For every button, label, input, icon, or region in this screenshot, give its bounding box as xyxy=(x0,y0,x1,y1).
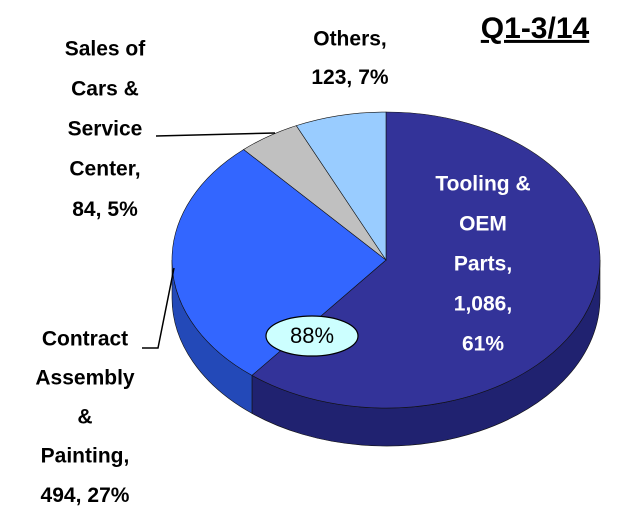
category-label: Assembly xyxy=(35,367,135,390)
chart-title: Q1-3/14 xyxy=(481,12,590,45)
category-label: Cars & xyxy=(71,78,139,101)
percent-label: 61% xyxy=(462,333,504,356)
value-label: 123, xyxy=(311,66,352,89)
value-label: 84, xyxy=(72,198,101,221)
category-label: Sales of xyxy=(65,38,147,61)
category-label: Others, xyxy=(313,28,387,51)
leader-line xyxy=(155,132,276,137)
annotation: 88% xyxy=(290,323,334,348)
percent-label: 5% xyxy=(107,198,138,221)
data-label: 84, 5% xyxy=(72,198,138,221)
slice xyxy=(295,111,387,261)
pie xyxy=(171,111,601,447)
value-label: 1,086, xyxy=(454,293,512,316)
data-label: 123, 7% xyxy=(311,66,389,89)
labels: Tooling & OEM Parts, 1,086, 61% Contract Assem… xyxy=(35,28,530,507)
category-label: OEM xyxy=(459,213,507,236)
data-label: 494, 27% xyxy=(41,484,130,507)
annotation-bubble xyxy=(265,315,359,357)
category-label: Tooling & xyxy=(435,173,530,196)
category-label: Service xyxy=(68,118,143,141)
category-label: & xyxy=(77,406,92,429)
leader-line xyxy=(142,267,175,349)
category-label: Parts, xyxy=(454,253,512,276)
percent-label: 7% xyxy=(358,66,389,89)
value-label: 494, xyxy=(41,484,82,507)
slice xyxy=(171,149,387,376)
category-label: Center, xyxy=(69,158,140,181)
percent-label: 27% xyxy=(87,484,129,507)
category-label: Contract xyxy=(42,328,128,351)
category-label: Painting, xyxy=(41,445,130,468)
